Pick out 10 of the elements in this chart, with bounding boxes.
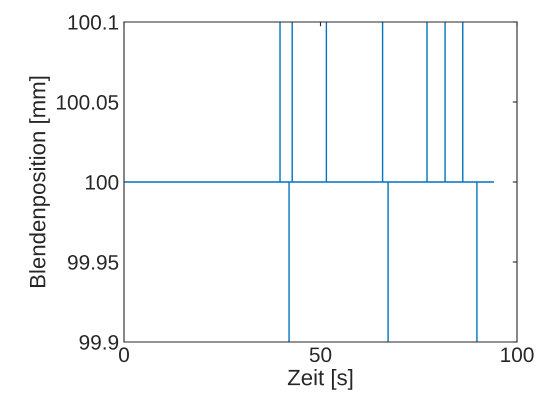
x-tick-label: 0: [119, 347, 129, 362]
y-tick-label: 99.95: [68, 255, 118, 270]
x-axis-title: Zeit [s]: [288, 369, 352, 390]
y-axis-title: Blendenposition [mm]: [29, 76, 50, 288]
y-tick-label: 100: [86, 175, 118, 190]
y-tick-label: 100.1: [68, 15, 118, 30]
x-tick-label: 100: [501, 347, 534, 362]
y-tick-label: 99.9: [80, 335, 118, 350]
y-tick-label: 100.05: [57, 95, 118, 110]
x-tick-label: 50: [310, 347, 332, 362]
